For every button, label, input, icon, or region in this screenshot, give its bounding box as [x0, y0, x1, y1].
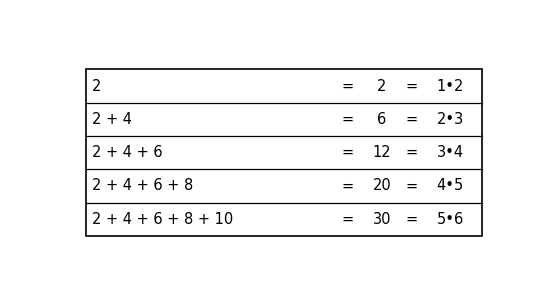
- Bar: [86, 70, 482, 236]
- Text: =: =: [406, 112, 418, 127]
- Text: =: =: [342, 79, 354, 94]
- Text: 4•5: 4•5: [437, 178, 464, 194]
- Text: =: =: [342, 212, 354, 227]
- Text: 1•2: 1•2: [437, 79, 464, 94]
- Text: =: =: [342, 145, 354, 160]
- Text: =: =: [406, 79, 418, 94]
- Text: 5•6: 5•6: [437, 212, 464, 227]
- Text: 2 + 4 + 6 + 8 + 10: 2 + 4 + 6 + 8 + 10: [92, 212, 233, 227]
- Text: 2 + 4 + 6: 2 + 4 + 6: [92, 145, 163, 160]
- Text: 30: 30: [373, 212, 391, 227]
- Text: =: =: [406, 145, 418, 160]
- Text: 2 + 4: 2 + 4: [92, 112, 132, 127]
- Text: 3•4: 3•4: [437, 145, 464, 160]
- Text: 2: 2: [377, 79, 387, 94]
- Text: 12: 12: [373, 145, 392, 160]
- Text: =: =: [406, 178, 418, 194]
- Text: =: =: [406, 212, 418, 227]
- Text: =: =: [342, 112, 354, 127]
- Text: 2: 2: [92, 79, 102, 94]
- Text: 2•3: 2•3: [437, 112, 464, 127]
- Text: 20: 20: [373, 178, 392, 194]
- Text: =: =: [342, 178, 354, 194]
- Text: 6: 6: [377, 112, 387, 127]
- Text: 2 + 4 + 6 + 8: 2 + 4 + 6 + 8: [92, 178, 194, 194]
